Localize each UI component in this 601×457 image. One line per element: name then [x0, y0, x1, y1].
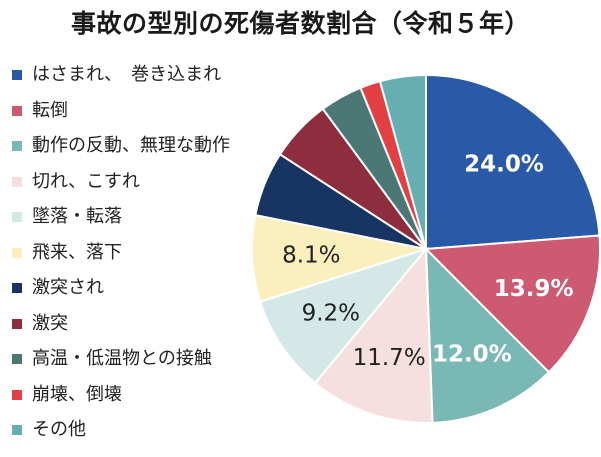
legend-label: 激突	[32, 312, 68, 334]
pie-slice	[425, 73, 601, 251]
legend-label: 墜落・転落	[32, 206, 122, 227]
legend-label: はさまれ、 巻き込まれ	[32, 64, 222, 85]
chart-title: 事故の型別の死傷者数割合（令和５年）	[70, 9, 530, 38]
legend-swatch	[12, 247, 22, 258]
legend-label: 動作の反動、無理な動作	[32, 135, 230, 156]
slice-data-label: 11.7%	[353, 345, 426, 371]
slice-data-label: 9.2%	[302, 300, 360, 326]
legend-label: 激突され	[32, 277, 104, 298]
slice-data-label: 13.9%	[494, 276, 574, 302]
pie-slice	[424, 246, 551, 424]
legend-label: 切れ、こすれ	[32, 170, 140, 192]
legend-label: 転倒	[32, 99, 68, 121]
slice-data-label: 12.0%	[432, 341, 512, 367]
legend-swatch	[12, 354, 22, 364]
legend-label: その他	[32, 419, 86, 440]
legend-swatch	[12, 425, 22, 435]
legend-swatch	[12, 141, 22, 151]
slice-data-label: 24.0%	[464, 152, 544, 178]
legend-swatch	[12, 212, 22, 222]
legend-swatch	[12, 105, 22, 116]
legend-swatch	[12, 283, 22, 293]
pie-slice	[423, 234, 601, 374]
pie-slice	[258, 247, 429, 385]
legend-swatch	[12, 70, 22, 80]
legend-label: 高温・低温物との接触	[32, 348, 212, 369]
legend-swatch	[12, 176, 22, 187]
legend-swatch	[12, 318, 22, 329]
pie-slice	[313, 246, 434, 424]
legend-swatch	[12, 389, 22, 400]
pie-slice	[378, 73, 427, 250]
legend-label: 崩壊、倒壊	[32, 383, 122, 405]
slice-data-label: 8.1%	[282, 242, 340, 268]
legend-label: 飛来、落下	[32, 241, 122, 263]
